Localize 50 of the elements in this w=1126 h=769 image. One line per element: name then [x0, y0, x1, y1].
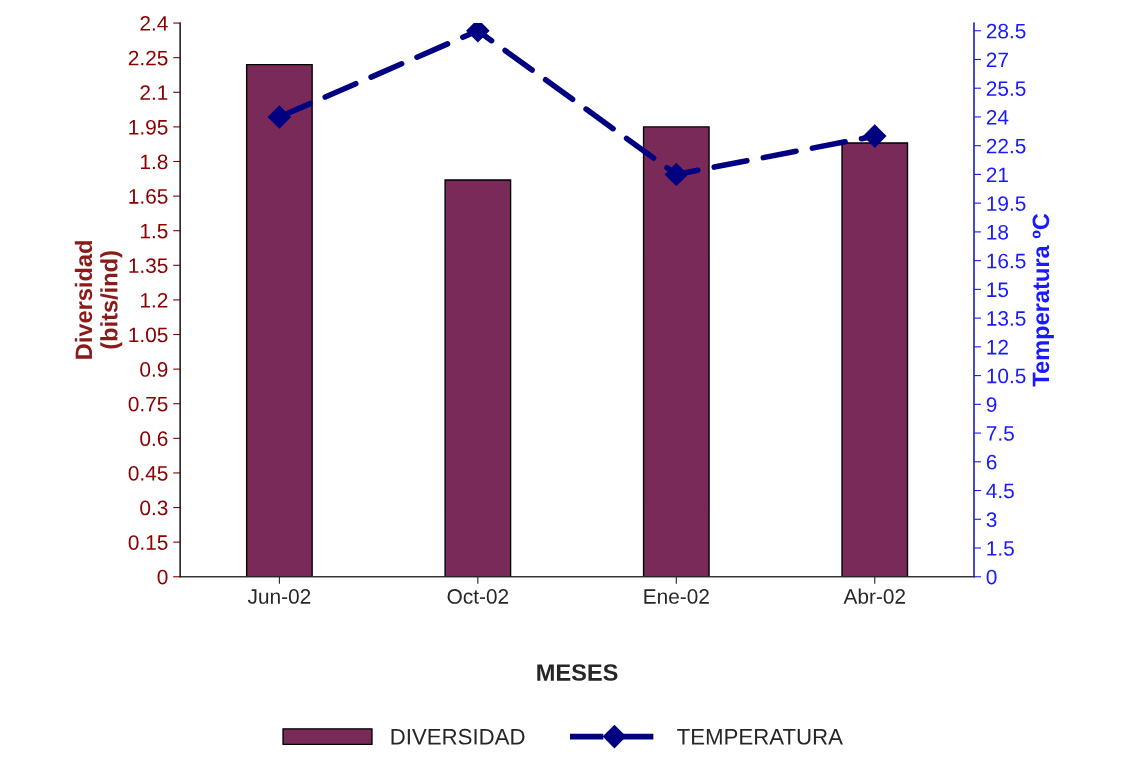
y-tick-label: 2.25	[128, 50, 168, 66]
y2-tick-label: 15	[987, 282, 1009, 298]
y-tick-label: 1.2	[140, 292, 168, 308]
y-tick-label: 0.6	[140, 431, 168, 447]
y2-tick-label: 12	[987, 339, 1008, 355]
y-tick-label: 1.5	[140, 223, 168, 239]
x-tick-label: Ene-02	[644, 589, 709, 604]
y2-tick-label: 7.5	[986, 426, 1014, 441]
y2-axis-title: Temperatura ºC	[1032, 213, 1054, 387]
y2-tick-label: 21	[986, 167, 1008, 182]
y2-tick-label: 1.5	[987, 541, 1014, 556]
y-tick-label: 0.3	[140, 500, 168, 516]
bar	[245, 63, 313, 577]
y-tick-label: 2.1	[140, 85, 168, 100]
y2-tick-label: 28.5	[986, 23, 1026, 39]
legend-label: DIVERSIDAD	[391, 728, 525, 745]
y2-tick-label: 4.5	[986, 483, 1014, 499]
y2-tick-label: 24	[986, 109, 1009, 125]
bar	[841, 142, 909, 577]
y2-tick-label: 0	[986, 569, 997, 585]
y-tick-label: 1.65	[129, 189, 168, 204]
y-tick-label: 0.9	[140, 362, 168, 377]
y2-tick-label: 25.5	[986, 81, 1026, 96]
y-tick-label: 1.05	[129, 327, 168, 343]
bar	[642, 126, 710, 577]
x-tick-label: Abr-02	[843, 588, 905, 604]
y2-tick-label: 9	[986, 397, 997, 413]
y2-tick-label: 13.5	[987, 311, 1026, 326]
y-tick-label: 0.15	[128, 535, 168, 550]
y2-tick-label: 6	[986, 454, 997, 470]
y2-tick-label: 3	[986, 512, 997, 528]
x-axis-title: MESES	[537, 664, 618, 681]
y-tick-label: 1.8	[140, 154, 168, 170]
y2-tick-label: 19.5	[987, 196, 1026, 211]
x-tick-label: Oct-02	[447, 589, 509, 604]
y2-tick-label: 16.5	[987, 253, 1026, 269]
y-tick-label: 0	[157, 569, 168, 585]
y-tick-label: 1.95	[129, 119, 168, 135]
y-tick-label: 2.4	[140, 16, 168, 31]
y-axis-title: Diversidad (bits/ind)	[74, 241, 123, 359]
x-tick-label: Jun-02	[247, 589, 311, 604]
y-tick-label: 0.75	[128, 396, 168, 412]
y2-tick-label: 22.5	[986, 138, 1026, 154]
y-tick-label: 0.45	[128, 465, 168, 481]
bar	[444, 179, 512, 577]
y2-tick-label: 18	[987, 224, 1009, 240]
legend-label: TEMPERATURA	[677, 729, 843, 745]
y2-tick-label: 10.5	[987, 368, 1026, 384]
y-tick-label: 1.35	[129, 258, 168, 274]
y2-tick-label: 27	[986, 52, 1008, 68]
